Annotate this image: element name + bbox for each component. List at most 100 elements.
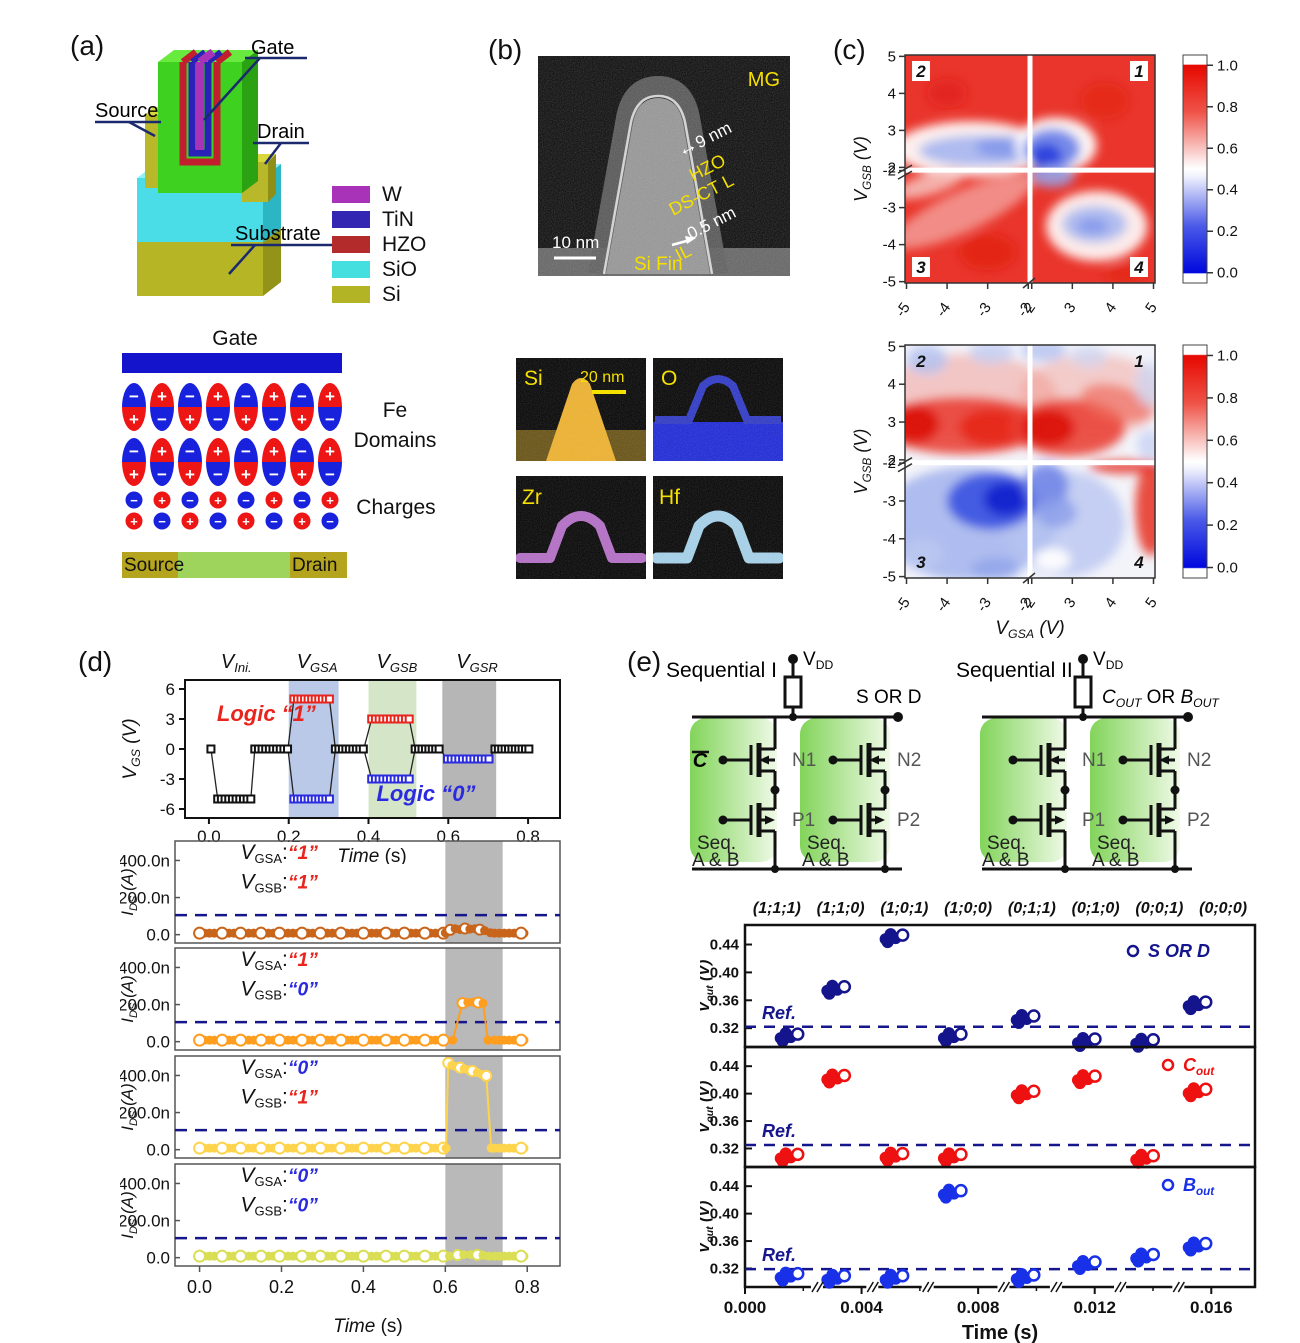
svg-text:+: +: [185, 410, 195, 429]
svg-text:-4: -4: [883, 237, 896, 254]
pulse-waveform-chart: VIni. VGSA VGSB VGSR 6 3 0 -3 -6 0.0 0.2 0.4 0.6 0.8 V…: [120, 651, 570, 867]
fe-domains-label: Fe: [383, 399, 408, 422]
svg-text:2: 2: [888, 159, 896, 176]
eds-map-grid: Si 20 nm O Zr Hf: [514, 356, 786, 584]
seq2-output-label: COUT OR BOUT: [1102, 687, 1220, 710]
svg-text:0.004: 0.004: [840, 1298, 883, 1317]
svg-text:-2: -2: [883, 163, 896, 180]
svg-text:2: 2: [915, 352, 926, 371]
svg-text:0.44: 0.44: [710, 937, 740, 954]
svg-text:+: +: [130, 514, 138, 529]
heatmap-panel: 5 4 3 2 -2 -3 -4 -5 -5 -4 -3 -2 2 3 4 5 2 1 3 4 VGSB (V) 1.0 0…: [850, 40, 1300, 641]
svg-text:0.36: 0.36: [710, 1233, 739, 1250]
svg-text:+: +: [297, 410, 307, 429]
svg-text:N1: N1: [1082, 750, 1106, 771]
svg-text:4: 4: [1133, 258, 1144, 277]
svg-text:-5: -5: [883, 569, 896, 586]
svg-text:0.008: 0.008: [957, 1298, 1000, 1317]
svg-text:0.40: 0.40: [710, 1206, 739, 1223]
svg-text:0.8: 0.8: [1217, 390, 1238, 407]
svg-text:Seq.: Seq.: [807, 833, 846, 854]
panel-c-label: (c): [833, 34, 866, 65]
svg-text:(0;0;0): (0;0;0): [1199, 900, 1247, 917]
svg-text:−: −: [242, 493, 250, 508]
svg-text:3: 3: [1061, 595, 1080, 612]
eds-o-label: O: [661, 367, 677, 390]
legend-label: Si: [382, 282, 401, 306]
svg-text:0.0: 0.0: [146, 926, 170, 945]
svg-text:200.0n: 200.0n: [120, 1212, 170, 1231]
svg-text:0.36: 0.36: [710, 992, 739, 1009]
substrate-3d-label: Substrate: [235, 223, 321, 245]
svg-text:−: −: [129, 442, 139, 461]
svg-text:0.4: 0.4: [351, 1277, 376, 1297]
svg-text:Ref.: Ref.: [762, 1003, 796, 1023]
svg-text:1.0: 1.0: [1217, 347, 1238, 364]
svg-text:VGSB:“1”: VGSB:“1”: [241, 1086, 319, 1111]
svg-text:+: +: [269, 442, 279, 461]
svg-text:Time (s): Time (s): [962, 1322, 1038, 1343]
svg-text:−: −: [297, 387, 307, 406]
svg-text:VGSB:“1”: VGSB:“1”: [241, 871, 319, 896]
svg-text:4: 4: [888, 376, 896, 393]
svg-text:A & B: A & B: [982, 850, 1030, 871]
vdd-label-1: VDD: [803, 649, 833, 672]
svg-text:2: 2: [915, 62, 926, 81]
svg-text:0.6: 0.6: [1217, 432, 1238, 449]
gate-label: Gate: [212, 327, 258, 350]
svg-text:−: −: [326, 514, 334, 529]
svg-text:0.6: 0.6: [1217, 140, 1238, 157]
svg-text:VGSA:“0”: VGSA:“0”: [241, 1056, 319, 1081]
svg-text:+: +: [298, 514, 306, 529]
svg-text:3: 3: [916, 258, 926, 277]
svg-text:−: −: [241, 442, 251, 461]
svg-text:−: −: [158, 514, 166, 529]
svg-text:P2: P2: [897, 810, 920, 831]
svg-text:-5: -5: [892, 595, 914, 616]
svg-text:0.32: 0.32: [710, 1020, 739, 1037]
svg-text:5: 5: [1142, 300, 1161, 317]
tem-scalebar-label: 10 nm: [552, 233, 599, 252]
source-3d-label: Source: [95, 100, 158, 122]
legend-swatch: [332, 286, 370, 303]
svg-text:-5: -5: [883, 274, 896, 291]
svg-text:0.0: 0.0: [187, 1277, 212, 1297]
svg-text:+: +: [158, 493, 166, 508]
svg-text:Vout (V): Vout (V): [700, 1201, 716, 1254]
svg-text:0.4: 0.4: [1217, 182, 1238, 199]
eds-map-o: O: [653, 358, 783, 461]
panel-a-label: (a): [70, 30, 105, 61]
svg-text:0.4: 0.4: [1217, 475, 1238, 492]
svg-text:Seq.: Seq.: [697, 833, 736, 854]
legend-swatch: [332, 211, 370, 228]
svg-text:0.012: 0.012: [1073, 1298, 1116, 1317]
svg-text:0: 0: [166, 740, 175, 759]
svg-text:VGSB: VGSB: [376, 652, 417, 675]
svg-text:+: +: [325, 442, 335, 461]
svg-text:2: 2: [888, 452, 896, 469]
svg-text:3: 3: [1061, 300, 1080, 317]
svg-text:+: +: [186, 514, 194, 529]
eds-map-si: Si 20 nm: [516, 358, 646, 461]
svg-text:(0;1;1): (0;1;1): [1008, 900, 1056, 917]
svg-text:0.6: 0.6: [433, 1277, 458, 1297]
legend-label: TiN: [382, 207, 414, 231]
svg-text:Logic “0”: Logic “0”: [376, 781, 475, 806]
svg-text:(0;0;1): (0;0;1): [1135, 900, 1183, 917]
svg-text:400.0n: 400.0n: [120, 1066, 170, 1085]
svg-text:0.32: 0.32: [710, 1140, 739, 1157]
svg-text:−: −: [213, 410, 223, 429]
svg-text:0.44: 0.44: [710, 1058, 740, 1075]
legend-swatch: [332, 186, 370, 203]
svg-text:A & B: A & B: [692, 850, 740, 871]
svg-text:Ref.: Ref.: [762, 1121, 796, 1141]
svg-text:−: −: [129, 387, 139, 406]
legend-label: SiO: [382, 257, 418, 281]
svg-text:−: −: [157, 465, 167, 484]
eds-map-zr: Zr: [516, 476, 646, 579]
svg-text:−: −: [213, 465, 223, 484]
svg-text:VGSA:“1”: VGSA:“1”: [241, 948, 319, 973]
svg-text:0.000: 0.000: [724, 1298, 767, 1317]
vout-scatter-charts: (1;1;1) (1;1;0) (1;0;1) (1;0;0) (0;1;1) (0;1;…: [696, 895, 1300, 1343]
